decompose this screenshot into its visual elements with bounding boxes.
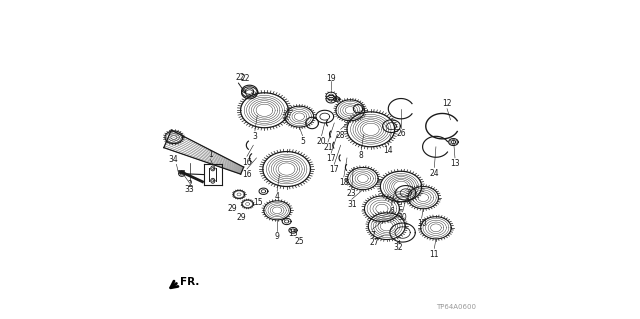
- Text: TP64A0600: TP64A0600: [436, 304, 476, 310]
- Text: 32: 32: [393, 243, 403, 252]
- Text: 16: 16: [242, 170, 252, 179]
- Text: 25: 25: [294, 237, 304, 246]
- Text: 20: 20: [317, 137, 326, 146]
- Text: 11: 11: [429, 250, 439, 259]
- Text: 28: 28: [336, 130, 346, 139]
- Text: 30: 30: [397, 213, 408, 222]
- Text: 1: 1: [208, 150, 212, 159]
- Text: 15: 15: [288, 229, 298, 238]
- Text: 24: 24: [429, 169, 439, 178]
- Text: 26: 26: [396, 129, 406, 138]
- Text: 21: 21: [323, 143, 333, 152]
- Text: 14: 14: [383, 146, 393, 155]
- Text: 29: 29: [228, 204, 237, 212]
- Text: 23: 23: [347, 189, 356, 198]
- Text: 22: 22: [241, 74, 250, 83]
- Text: 15: 15: [253, 198, 263, 207]
- Text: 31: 31: [347, 200, 356, 209]
- Text: 12: 12: [442, 100, 452, 108]
- Text: 27: 27: [369, 238, 379, 247]
- Text: 2: 2: [188, 181, 192, 189]
- Text: 22: 22: [236, 73, 244, 82]
- Text: 6: 6: [389, 207, 394, 216]
- Text: 4: 4: [275, 192, 280, 202]
- Text: 19: 19: [326, 74, 336, 83]
- Text: 8: 8: [359, 151, 364, 160]
- Text: 17: 17: [326, 154, 336, 163]
- Text: 29: 29: [236, 213, 246, 222]
- Text: 7: 7: [370, 231, 375, 240]
- Text: 13: 13: [450, 159, 460, 168]
- Text: 18: 18: [339, 178, 349, 187]
- Text: 33: 33: [185, 184, 195, 194]
- Text: 9: 9: [275, 232, 280, 241]
- Text: 17: 17: [330, 166, 339, 174]
- Text: FR.: FR.: [180, 278, 200, 287]
- Text: 10: 10: [417, 219, 426, 228]
- Text: 16: 16: [242, 158, 252, 167]
- Text: 5: 5: [300, 137, 305, 146]
- Text: 34: 34: [168, 155, 178, 164]
- Text: 3: 3: [252, 132, 257, 141]
